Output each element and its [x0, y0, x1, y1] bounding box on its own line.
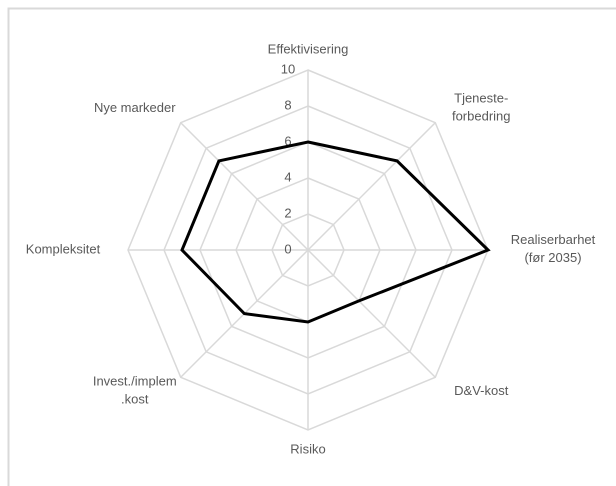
spoke	[307, 122, 436, 251]
spoke	[307, 249, 436, 378]
r-tick-label: 0	[284, 241, 291, 256]
chart-frame	[7, 7, 616, 486]
r-tick-label: 6	[284, 133, 291, 148]
r-tick-label: 10	[281, 61, 295, 76]
r-tick-label: 8	[284, 97, 291, 112]
category-label: D&V-kost	[454, 383, 509, 398]
spoke	[180, 122, 309, 251]
category-label: Realiserbarhet (før 2035)	[511, 232, 596, 265]
category-label: Invest./implem .kost	[93, 374, 177, 407]
r-tick-label: 2	[284, 205, 291, 220]
category-label: Risiko	[290, 441, 325, 456]
r-tick-label: 4	[284, 169, 291, 184]
category-label: Nye markeder	[94, 100, 176, 115]
category-label: Kompleksitet	[26, 241, 101, 256]
category-label: Effektivisering	[268, 41, 349, 56]
category-label: Tjeneste-forbedring	[452, 91, 511, 124]
